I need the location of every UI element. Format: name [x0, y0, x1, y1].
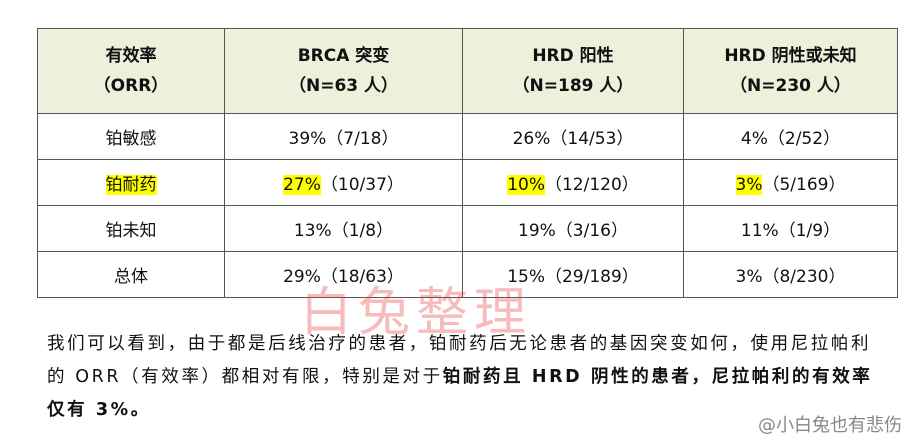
cell-text: （10/37） — [320, 175, 404, 195]
cell: 27%（10/37） — [224, 159, 463, 206]
header-cell: HRD 阴性或未知 （N=230 人） — [683, 28, 898, 114]
cell: 13%（1/8） — [224, 205, 463, 252]
cell: 10%（12/120） — [462, 159, 684, 206]
cell-text: （5/169） — [762, 175, 846, 195]
header-cell: 有效率 （ORR） — [37, 28, 225, 114]
header-text: （N=230 人） — [730, 76, 851, 96]
header-cell: HRD 阳性 （N=189 人） — [462, 28, 684, 114]
header-text: （N=189 人） — [512, 76, 634, 96]
row-label: 铂耐药 — [37, 159, 225, 206]
cell: 39%（7/18） — [224, 113, 463, 160]
cell-text: （12/120） — [544, 175, 639, 195]
header-text: 有效率 — [105, 46, 157, 66]
header-row: 有效率 （ORR） BRCA 突变 （N=63 人） HRD 阳性 （N=189 人）… — [37, 28, 898, 114]
cell: 3%（5/169） — [683, 159, 898, 206]
row: 铂未知 13%（1/8） 19%（3/16） 11%（1/9） — [37, 205, 898, 252]
cell: 4%（2/52） — [683, 113, 898, 160]
header-text: BRCA 突变 — [297, 46, 390, 66]
result-table: 有效率 （ORR） BRCA 突变 （N=63 人） HRD 阳性 （N=189 人）… — [37, 28, 898, 298]
paragraph-bold: 铂耐药且 HRD 阴性的患者，尼拉帕利的有效率仅有 3%。 — [47, 367, 873, 420]
row-label: 铂敏感 — [37, 113, 225, 160]
row-label: 铂未知 — [37, 205, 225, 252]
watermark: 白兔整理 — [300, 283, 533, 343]
row-label: 总体 — [37, 251, 225, 298]
header-text: HRD 阴性或未知 — [724, 46, 857, 66]
cell: 26%（14/53） — [462, 113, 684, 160]
highlight: 10% — [507, 175, 545, 195]
highlight: 3% — [735, 175, 763, 195]
row: 铂敏感 39%（7/18） 26%（14/53） 4%（2/52） — [37, 113, 898, 160]
row: 铂耐药 27%（10/37） 10%（12/120） 3%（5/169） — [37, 159, 898, 206]
paragraph-text: 我们可以看到，由于都是后线治疗的患者，铂耐药后无论患者的基因突变如何，使用尼拉帕… — [47, 334, 872, 387]
cell: 19%（3/16） — [462, 205, 684, 252]
cell: 11%（1/9） — [683, 205, 898, 252]
cell: 3%（8/230） — [683, 251, 898, 298]
credit: @小白兔也有悲伤 — [758, 415, 902, 436]
highlight: 铂耐药 — [105, 175, 157, 195]
header-text: （ORR） — [93, 76, 169, 96]
row: 总体 29%（18/63） 15%（29/189） 3%（8/230） — [37, 251, 898, 298]
header-text: HRD 阳性 — [532, 46, 614, 66]
header-cell: BRCA 突变 （N=63 人） — [224, 28, 463, 114]
header-text: （N=63 人） — [288, 76, 399, 96]
highlight: 27% — [283, 175, 321, 195]
cell: 29%（18/63） — [224, 251, 463, 298]
paragraph: 我们可以看到，由于都是后线治疗的患者，铂耐药后无论患者的基因突变如何，使用尼拉帕… — [47, 328, 887, 427]
